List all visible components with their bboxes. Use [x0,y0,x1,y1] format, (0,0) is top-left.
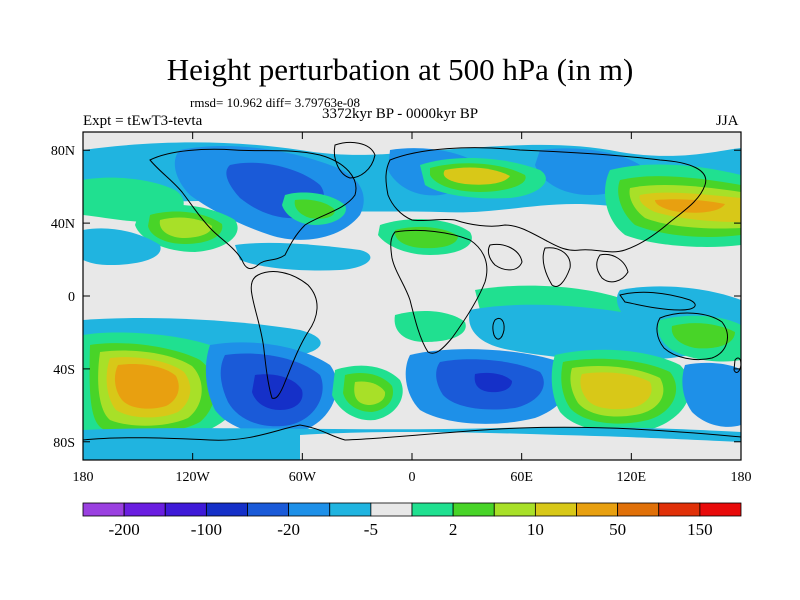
colorbar-swatch [288,502,331,517]
coast-arabia [487,243,523,271]
lat-tick-label: 80N [51,144,75,159]
lon-tick-label: 120W [176,470,211,485]
coast-greenland [333,142,376,179]
season-label: JJA [716,113,739,129]
south-atlantic-yellow [354,381,386,405]
colorbar-label: -5 [364,520,378,539]
siberia-gold [443,167,510,185]
south-america-navy [252,374,303,410]
tropical-atlantic-green [394,310,466,342]
colorbar-swatch [123,502,166,517]
rmsd-stats: rmsd= 10.962 diff= 3.79763e-08 [190,95,361,110]
colorbar-swatch [699,502,742,517]
colorbar-label: 150 [687,520,713,539]
coast-southeast-asia [596,253,629,283]
north-atlantic-lime [294,199,335,219]
coast-madagascar [492,317,505,340]
colorbar-label: -20 [277,520,300,539]
colorbar-swatch [82,502,125,517]
colorbar-swatch [617,502,660,517]
coast-south-america [250,271,318,399]
colorbar-label: 10 [527,520,544,539]
lon-tick-label: 120E [617,470,647,485]
colorbar-swatch [164,502,207,517]
lat-tick-label: 80S [53,436,75,451]
lat-tick-label: 40N [51,217,75,232]
australia-lime [671,323,735,349]
colorbar-swatch [452,502,495,517]
colorbar-swatch [658,502,701,517]
lon-tick-label: 0 [409,470,416,485]
southern-ocean-gold [580,372,652,410]
central-blue [235,242,371,271]
colorbar-label: 50 [609,520,626,539]
lon-tick-label: 60E [510,470,533,485]
colorbar-swatch [534,502,577,517]
coast-north-america [149,148,357,270]
coast-indonesia [619,291,696,311]
latitude-ticks: 80N 40N 0 40S 80S [51,144,741,451]
longitude-ticks: 180 120W 60W 0 60E 120E 180 [73,132,752,485]
colorbar: -200 -100 -20 -5 2 10 50 150 [82,502,742,539]
coast-eurasia [385,147,707,253]
coastlines [83,142,741,441]
colorbar-swatch [370,502,413,517]
lat-tick-label: 0 [68,290,75,305]
coast-antarctica [83,424,741,441]
colorbar-swatch [247,502,290,517]
coast-africa [390,229,488,354]
colorbar-swatch [493,502,536,517]
south-pacific-orange [114,364,179,409]
lat-tick-label: 40S [53,363,75,378]
pacific-mid-yellow [159,217,212,238]
lon-tick-label: 180 [73,470,94,485]
colorbar-label: -100 [191,520,222,539]
colorbar-swatch [576,502,619,517]
colorbar-label: -200 [109,520,140,539]
antarctic-gray [300,431,741,460]
southern-ocean-east-blue [682,362,741,427]
period-label: 3372kyr BP - 0000kyr BP [322,106,479,122]
coast-india [542,247,571,287]
pacific-west-blue [83,228,161,265]
contour-fields [83,132,741,460]
lon-tick-label: 180 [731,470,752,485]
lon-tick-label: 60W [289,470,317,485]
colorbar-label: 2 [449,520,458,539]
south-indian-ocean-navy [474,372,512,393]
colorbar-swatch [329,502,372,517]
coast-australia [656,312,728,361]
colorbar-swatch [411,502,454,517]
experiment-label: Expt = tEwT3-tevta [83,113,203,129]
colorbar-swatch [205,502,248,517]
map-title: Height perturbation at 500 hPa (in m) [166,52,634,87]
